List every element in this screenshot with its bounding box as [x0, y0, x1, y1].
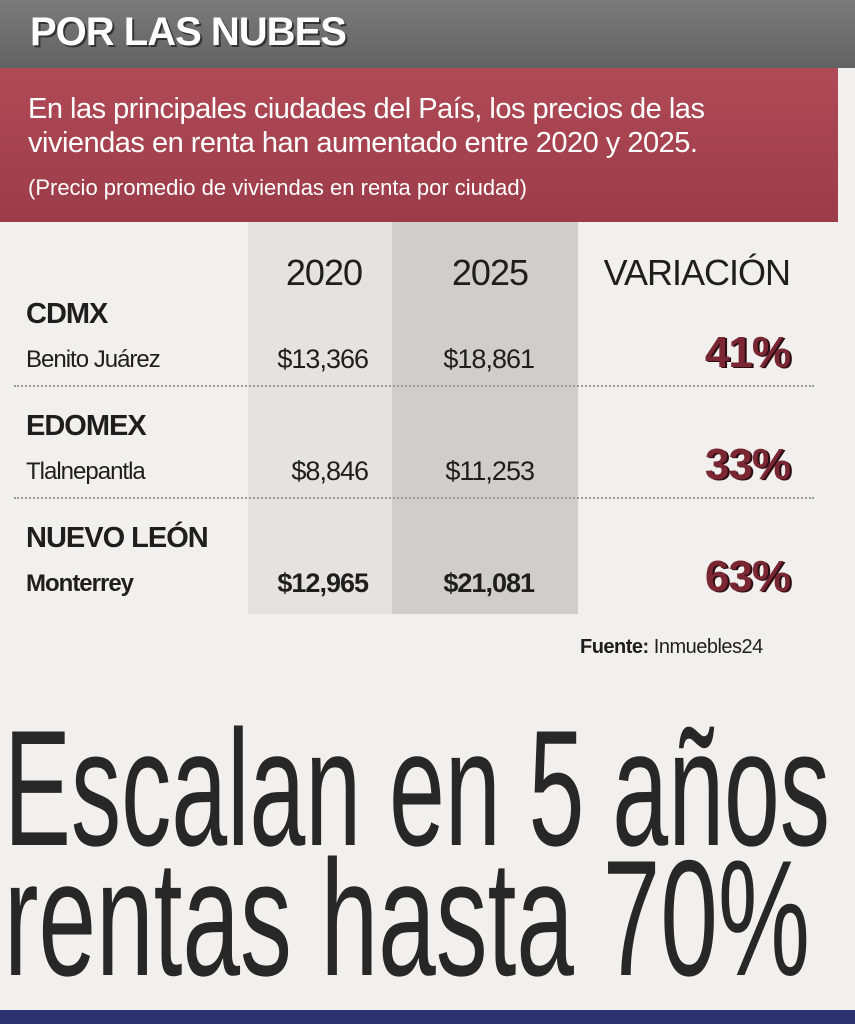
column-shade — [248, 222, 392, 614]
price-2020: $8,846 — [291, 456, 369, 486]
variation: 41% — [704, 328, 791, 377]
title-bar: POR LAS NUBES — [0, 0, 855, 68]
headline-line: Escalan en 5 años — [4, 700, 830, 880]
state: NUEVO LEÓN — [26, 522, 209, 554]
intro-band: En las principales ciudades del País, lo… — [0, 68, 838, 222]
city: Tlalnepantla — [26, 458, 146, 485]
intro-note: (Precio promedio de viviendas en renta p… — [28, 175, 527, 200]
source-label: Fuente: — [580, 636, 649, 658]
price-2025: $11,253 — [445, 456, 535, 486]
headline: Escalan en 5 años rentas hasta 70% — [4, 700, 830, 1000]
state: EDOMEX — [26, 410, 147, 442]
price-2025: $18,861 — [443, 344, 535, 374]
column-header: 2020 — [285, 252, 363, 293]
bottom-bar — [0, 1010, 855, 1024]
title: POR LAS NUBES — [30, 10, 347, 54]
city: Benito Juárez — [26, 346, 161, 373]
variation: 63% — [704, 552, 791, 601]
column-shade — [392, 222, 578, 614]
intro-text: En las principales ciudades del País, lo… — [28, 93, 705, 159]
row-rule — [14, 497, 814, 499]
row-rule — [14, 385, 814, 387]
state: CDMX — [26, 298, 108, 330]
column-header: VARIACIÓN — [603, 252, 791, 293]
city: Monterrey — [26, 570, 134, 597]
source: Fuente: Inmuebles24 — [580, 636, 763, 659]
price-2025: $21,081 — [443, 568, 535, 598]
column-header: 2025 — [451, 252, 529, 293]
source-name: Inmuebles24 — [653, 636, 764, 658]
headline-line: rentas hasta 70% — [4, 826, 810, 1000]
price-2020: $13,366 — [277, 344, 369, 374]
variation: 33% — [704, 440, 791, 489]
price-2020: $12,965 — [277, 568, 369, 598]
